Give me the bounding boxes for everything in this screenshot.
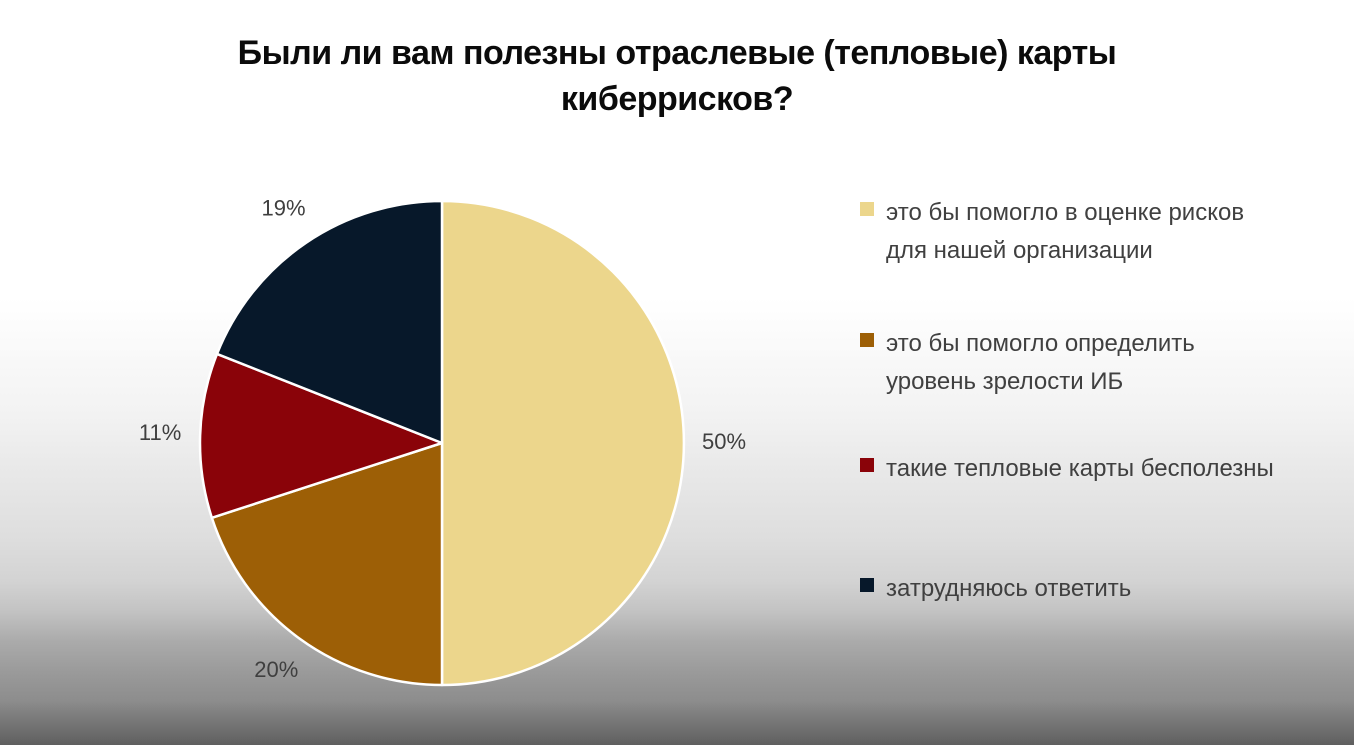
chart-title: Были ли вам полезны отраслевые (тепловые… (237, 34, 1117, 118)
chart-legend: это бы помогло в оценке рисков для нашей… (860, 194, 1340, 674)
legend-item: такие тепловые карты бесполезны (860, 450, 1274, 488)
legend-item: это бы помогло в оценке рисков для нашей… (860, 194, 1244, 270)
legend-item: затрудняюсь ответить (860, 570, 1131, 608)
legend-item-label: это бы помогло в оценке рисков для нашей… (886, 199, 1245, 264)
pie-slice-3 (215, 199, 444, 445)
pie-percentage-label: 20% (254, 657, 298, 682)
legend-item: это бы помогло определить уровень зрелос… (860, 325, 1195, 401)
pie-percentage-label: 11% (139, 420, 181, 445)
legend-item-label: затрудняюсь ответить (886, 575, 1132, 602)
legend-marker-swatch (860, 458, 874, 472)
pie-percentage-label: 50% (702, 429, 746, 454)
pie-slice-1 (210, 441, 444, 687)
legend-marker-swatch (860, 333, 874, 347)
legend-marker-swatch (860, 202, 874, 216)
pie-slice-0 (440, 199, 686, 687)
legend-item-label: такие тепловые карты бесполезны (886, 455, 1274, 482)
pie-percentage-label: 19% (261, 196, 305, 221)
legend-marker-swatch (860, 578, 874, 592)
pie-chart-svg: 50% 20% 11% 19% (139, 196, 746, 687)
pie-slice-2 (198, 352, 444, 520)
legend-item-label: это бы помогло определить уровень зрелос… (886, 330, 1195, 395)
pie-chart: 50% 20% 11% 19% (122, 173, 762, 718)
